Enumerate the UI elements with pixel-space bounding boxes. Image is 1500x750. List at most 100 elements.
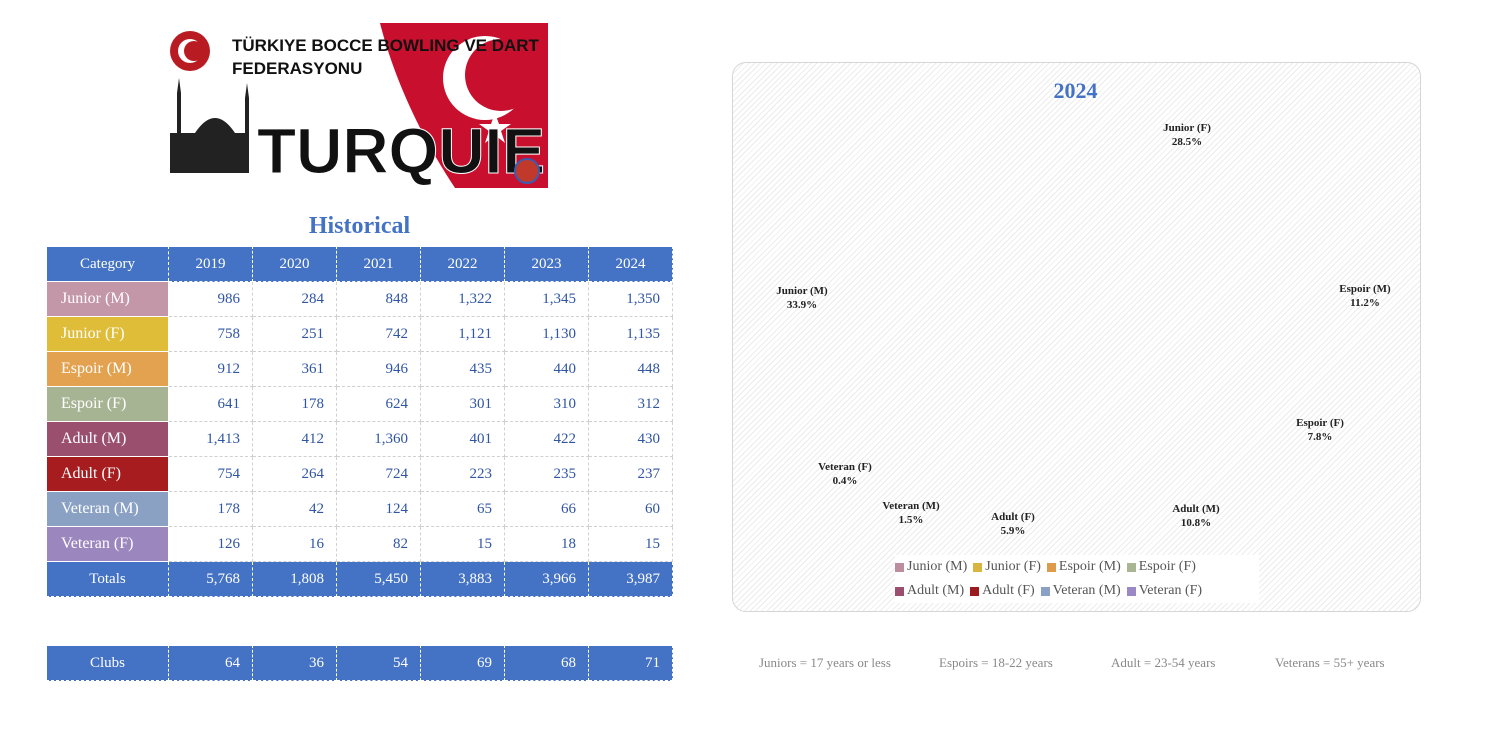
clubs-cell: 36: [252, 645, 337, 681]
legend-item: Adult (M): [895, 579, 964, 603]
total-cell: 3,987: [588, 561, 673, 597]
value-cell: 946: [336, 351, 421, 387]
chart-title: 2024: [1053, 78, 1098, 103]
value-cell: 312: [588, 386, 673, 422]
total-cell: 5,768: [168, 561, 253, 597]
legend-item: Junior (M): [895, 555, 967, 579]
table-row: Veteran (F) 126 16 82 15 18 15: [46, 526, 673, 562]
value-cell: 848: [336, 281, 421, 317]
data-label-percent: 28.5%: [1171, 136, 1203, 148]
value-cell: 1,413: [168, 421, 253, 457]
data-label-category: Adult (M): [1172, 503, 1220, 515]
legend-swatch: [895, 586, 904, 596]
total-cell: 5,450: [336, 561, 421, 597]
pie-chart: [732, 62, 1419, 610]
legend-label: Veteran (F): [1138, 583, 1203, 598]
legend-item: Espoir (F): [1126, 555, 1196, 579]
data-label: Adult (F) 5.9%: [968, 510, 1058, 538]
value-cell: 912: [168, 351, 253, 387]
value-cell: 178: [168, 491, 253, 527]
category-cell: Junior (M): [46, 281, 169, 317]
header-year: 2021: [336, 246, 421, 282]
legend-label: Adult (M): [907, 583, 965, 598]
header-year: 2019: [168, 246, 253, 282]
legend-label: Veteran (M): [1052, 583, 1121, 598]
clubs-cell: 71: [588, 645, 673, 681]
legend-item: Junior (F): [973, 555, 1041, 579]
category-cell: Espoir (F): [46, 386, 169, 422]
legend-label: Adult (F): [982, 583, 1035, 598]
value-cell: 66: [504, 491, 589, 527]
clubs-cell: 68: [504, 645, 589, 681]
note-adult: Adult = 23-54 years: [1111, 655, 1216, 670]
legend-swatch: [895, 562, 904, 572]
value-cell: 60: [588, 491, 673, 527]
table-row: Adult (F) 754 264 724 223 235 237: [46, 456, 673, 492]
chart-legend: Junior (M) Junior (F) Espoir (M) Espoir (F)…: [895, 555, 1259, 603]
data-label-percent: 1.5%: [898, 514, 924, 526]
data-label-percent: 0.4%: [832, 475, 858, 487]
header-year: 2020: [252, 246, 337, 282]
data-label-category: Junior (F): [1163, 122, 1211, 134]
table-row: Veteran (M) 178 42 124 65 66 60: [46, 491, 673, 527]
clubs-row: Clubs 64 36 54 69 68 71: [46, 645, 673, 681]
clubs-cell: 54: [336, 645, 421, 681]
clubs-cell: 64: [168, 645, 253, 681]
value-cell: 18: [504, 526, 589, 562]
legend-item: Veteran (F): [1126, 579, 1203, 603]
data-label: Veteran (F) 0.4%: [800, 460, 890, 488]
data-label-percent: 10.8%: [1180, 517, 1212, 529]
value-cell: 986: [168, 281, 253, 317]
value-cell: 624: [336, 386, 421, 422]
table-row: Espoir (M) 912 361 946 435 440 448: [46, 351, 673, 387]
value-cell: 82: [336, 526, 421, 562]
svg-text:TURQUIE: TURQUIE: [257, 115, 545, 187]
value-cell: 422: [504, 421, 589, 457]
value-cell: 223: [420, 456, 505, 492]
legend-item: Espoir (M): [1046, 555, 1121, 579]
value-cell: 15: [420, 526, 505, 562]
value-cell: 1,360: [336, 421, 421, 457]
value-cell: 435: [420, 351, 505, 387]
data-label: Junior (F) 28.5%: [1142, 121, 1232, 149]
data-label: Espoir (M) 11.2%: [1320, 282, 1410, 310]
data-label-percent: 5.9%: [1000, 525, 1026, 537]
category-cell: Espoir (M): [46, 351, 169, 387]
value-cell: 65: [420, 491, 505, 527]
value-cell: 1,322: [420, 281, 505, 317]
value-cell: 235: [504, 456, 589, 492]
value-cell: 264: [252, 456, 337, 492]
total-cell: 3,883: [420, 561, 505, 597]
data-label-category: Junior (M): [776, 285, 828, 297]
clubs-label: Clubs: [46, 645, 169, 681]
data-label: Junior (M) 33.9%: [757, 284, 847, 312]
data-label-category: Adult (F): [991, 511, 1035, 523]
legend-swatch: [1040, 586, 1050, 596]
data-label-category: Veteran (F): [818, 461, 872, 473]
value-cell: 126: [168, 526, 253, 562]
table-row: Adult (M) 1,413 412 1,360 401 422 430: [46, 421, 673, 457]
data-label-category: Espoir (M): [1339, 283, 1391, 295]
value-cell: 754: [168, 456, 253, 492]
value-cell: 1,135: [588, 316, 673, 352]
legend-swatch: [970, 586, 980, 596]
legend-label: Espoir (M): [1058, 559, 1121, 574]
value-cell: 1,130: [504, 316, 589, 352]
value-cell: 124: [336, 491, 421, 527]
category-cell: Adult (M): [46, 421, 169, 457]
table-row: Junior (F) 758 251 742 1,121 1,130 1,135: [46, 316, 673, 352]
legend-label: Espoir (F): [1138, 559, 1196, 574]
clubs-cell: 69: [420, 645, 505, 681]
legend-item: Adult (F): [970, 579, 1035, 603]
value-cell: 301: [420, 386, 505, 422]
value-cell: 1,121: [420, 316, 505, 352]
legend-swatch: [1126, 562, 1136, 572]
header-category: Category: [46, 246, 169, 282]
value-cell: 42: [252, 491, 337, 527]
legend-swatch: [1046, 562, 1056, 572]
totals-label: Totals: [46, 561, 169, 597]
header-year: 2022: [420, 246, 505, 282]
value-cell: 237: [588, 456, 673, 492]
data-label-percent: 11.2%: [1350, 297, 1380, 309]
value-cell: 440: [504, 351, 589, 387]
